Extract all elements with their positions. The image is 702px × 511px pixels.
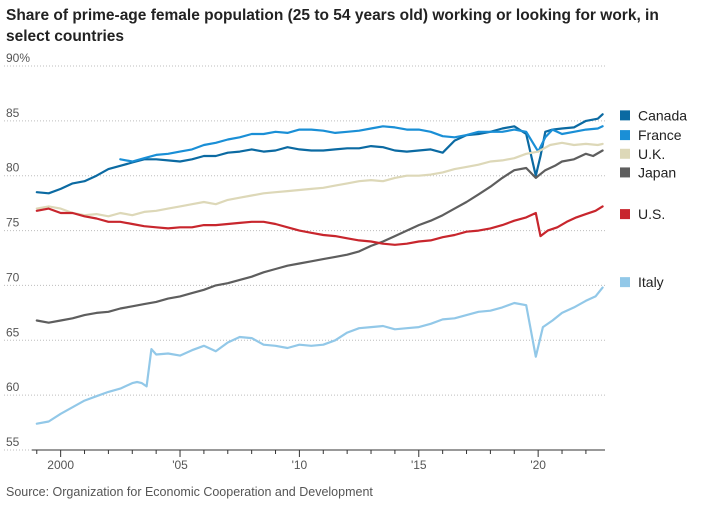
y-tick-label: 70 xyxy=(6,270,20,284)
y-tick-label: 65 xyxy=(6,325,20,339)
y-tick-label: 55 xyxy=(6,435,20,449)
legend-item-france: France xyxy=(620,127,682,143)
y-tick-label: 60 xyxy=(6,380,20,394)
legend-swatch xyxy=(620,148,630,159)
legend-label: Canada xyxy=(638,107,687,123)
x-tick-label: 2000 xyxy=(47,458,74,472)
legend-label: France xyxy=(638,127,682,143)
legend-swatch xyxy=(620,167,630,178)
legend-item-u-k: U.K. xyxy=(620,146,665,162)
y-tick-label: 85 xyxy=(6,106,20,120)
legend-swatch xyxy=(620,277,630,288)
y-axis-ticks: 90% 85 80 75 70 65 60 55 xyxy=(6,51,30,449)
legend-swatch xyxy=(620,130,630,141)
series-line-japan xyxy=(35,149,604,324)
legend-item-italy: Italy xyxy=(620,274,664,290)
legend-label: Japan xyxy=(638,164,676,180)
x-tick-label: '05 xyxy=(172,458,188,472)
source-note: Source: Organization for Economic Cooper… xyxy=(6,485,373,499)
x-tick-label: '15 xyxy=(411,458,427,472)
series-line-italy xyxy=(35,286,604,425)
y-tick-label: 90% xyxy=(6,51,30,65)
legend-item-japan: Japan xyxy=(620,164,676,180)
series-lines xyxy=(35,113,604,425)
legend: Canada France U.K. Japan U.S. Italy xyxy=(620,107,687,290)
y-tick-label: 80 xyxy=(6,161,20,175)
legend-label: Italy xyxy=(638,274,664,290)
gridlines xyxy=(4,65,605,451)
chart-title: Share of prime-age female population (25… xyxy=(6,7,659,45)
legend-swatch xyxy=(620,209,630,220)
x-tick-label: '10 xyxy=(292,458,308,472)
legend-item-u-s: U.S. xyxy=(620,206,665,222)
legend-swatch xyxy=(620,110,630,121)
series-line-u-s xyxy=(35,205,604,246)
x-axis: 2000 '05 '10 '15 '20 xyxy=(32,449,605,472)
series-line-canada xyxy=(35,113,604,195)
legend-label: U.K. xyxy=(638,146,665,162)
legend-label: U.S. xyxy=(638,206,665,222)
series-line-u-k xyxy=(35,141,604,218)
y-tick-label: 75 xyxy=(6,216,20,230)
legend-item-canada: Canada xyxy=(620,107,687,123)
x-tick-label: '20 xyxy=(530,458,546,472)
